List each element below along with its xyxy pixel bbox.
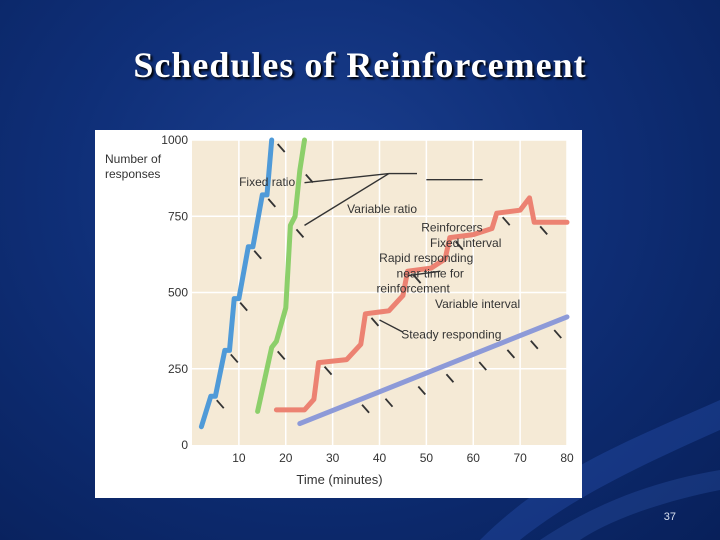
reinforcer-mark — [445, 373, 455, 383]
reinforcer-mark — [239, 302, 248, 312]
leader-steady-responding — [379, 319, 404, 333]
reinforcer-mark — [455, 241, 464, 251]
label-variable-interval: Variable interval — [435, 297, 520, 311]
label-variable-ratio: Variable ratio — [347, 202, 417, 216]
reinforcer-mark — [277, 143, 286, 153]
reinforcer-mark — [384, 398, 394, 408]
series-line-variable-interval — [297, 314, 570, 427]
x-tick-label: 50 — [420, 451, 434, 465]
y-axis-label-line-2: responses — [105, 167, 160, 181]
x-tick-label: 20 — [279, 451, 293, 465]
series-line-variable-ratio — [255, 137, 307, 414]
reinforcer-mark — [267, 198, 276, 208]
page-number: 37 — [663, 511, 676, 523]
x-tick-label: 70 — [513, 451, 527, 465]
x-tick-label: 10 — [232, 451, 246, 465]
series-group — [198, 137, 570, 430]
y-tick-label: 750 — [168, 209, 188, 223]
reinforcer-mark — [323, 366, 333, 376]
y-tick-label: 250 — [168, 362, 188, 376]
reinforcer-mark — [539, 225, 548, 235]
series-line-fixed-interval — [273, 195, 570, 413]
reinforcer-mark — [412, 274, 422, 284]
reinforcer-mark — [553, 329, 562, 339]
label-near-time-for: near time for — [397, 266, 464, 280]
y-axis-label-line-1: Number of — [105, 152, 162, 166]
label-reinforcers: Reinforcers — [421, 221, 482, 235]
reinforcer-mark — [361, 404, 370, 414]
reinforcer-mark — [305, 173, 314, 184]
label-rapid-responding: Rapid responding — [379, 251, 473, 265]
annotation-labels: Fixed ratio Variable ratio ReinforcersFixe… — [239, 175, 520, 342]
y-tick-label: 1000 — [161, 133, 188, 147]
reinforcer-mark — [530, 340, 539, 350]
x-axis-label: Time (minutes) — [296, 472, 382, 487]
reinforcer-mark — [216, 399, 225, 409]
x-tick-label: 60 — [467, 451, 481, 465]
x-tick-label: 40 — [373, 451, 387, 465]
leader-variable-ratio-1 — [304, 172, 389, 184]
series-line-fixed-ratio — [198, 137, 275, 430]
background-swoosh — [480, 400, 720, 540]
reinforcer-mark — [277, 350, 286, 360]
slide-title: Schedules of Reinforcement — [133, 45, 587, 85]
reinforcer-marks — [216, 143, 562, 414]
leader-variable-ratio-2 — [304, 172, 390, 226]
reinforcer-mark — [295, 228, 305, 238]
label-steady-responding: Steady responding — [401, 327, 501, 341]
reinforcer-mark — [230, 353, 239, 364]
reinforcer-mark — [417, 385, 426, 396]
reinforcer-mark — [478, 361, 487, 371]
y-tick-label: 0 — [181, 438, 188, 452]
reinforcer-mark — [370, 317, 380, 327]
annotation-leaders — [304, 172, 483, 333]
chart-figure: Fixed ratio Variable ratio Reinforcers Fixe… — [95, 130, 582, 498]
label-fixed-interval: Fixed interval — [430, 236, 501, 250]
reinforcer-mark — [502, 216, 511, 226]
x-tick-label: 30 — [326, 451, 340, 465]
reinforcer-mark — [506, 349, 516, 359]
y-tick-label: 500 — [168, 286, 188, 300]
label-reinforcement: reinforcement — [376, 282, 450, 296]
x-tick-label: 80 — [560, 451, 574, 465]
reinforcement-chart: Fixed ratio Variable ratio ReinforcersFixe… — [105, 133, 574, 487]
reinforcer-mark — [253, 250, 262, 260]
label-fixed-ratio: Fixed ratio — [239, 175, 295, 189]
leader-rapid-responding — [407, 270, 441, 277]
